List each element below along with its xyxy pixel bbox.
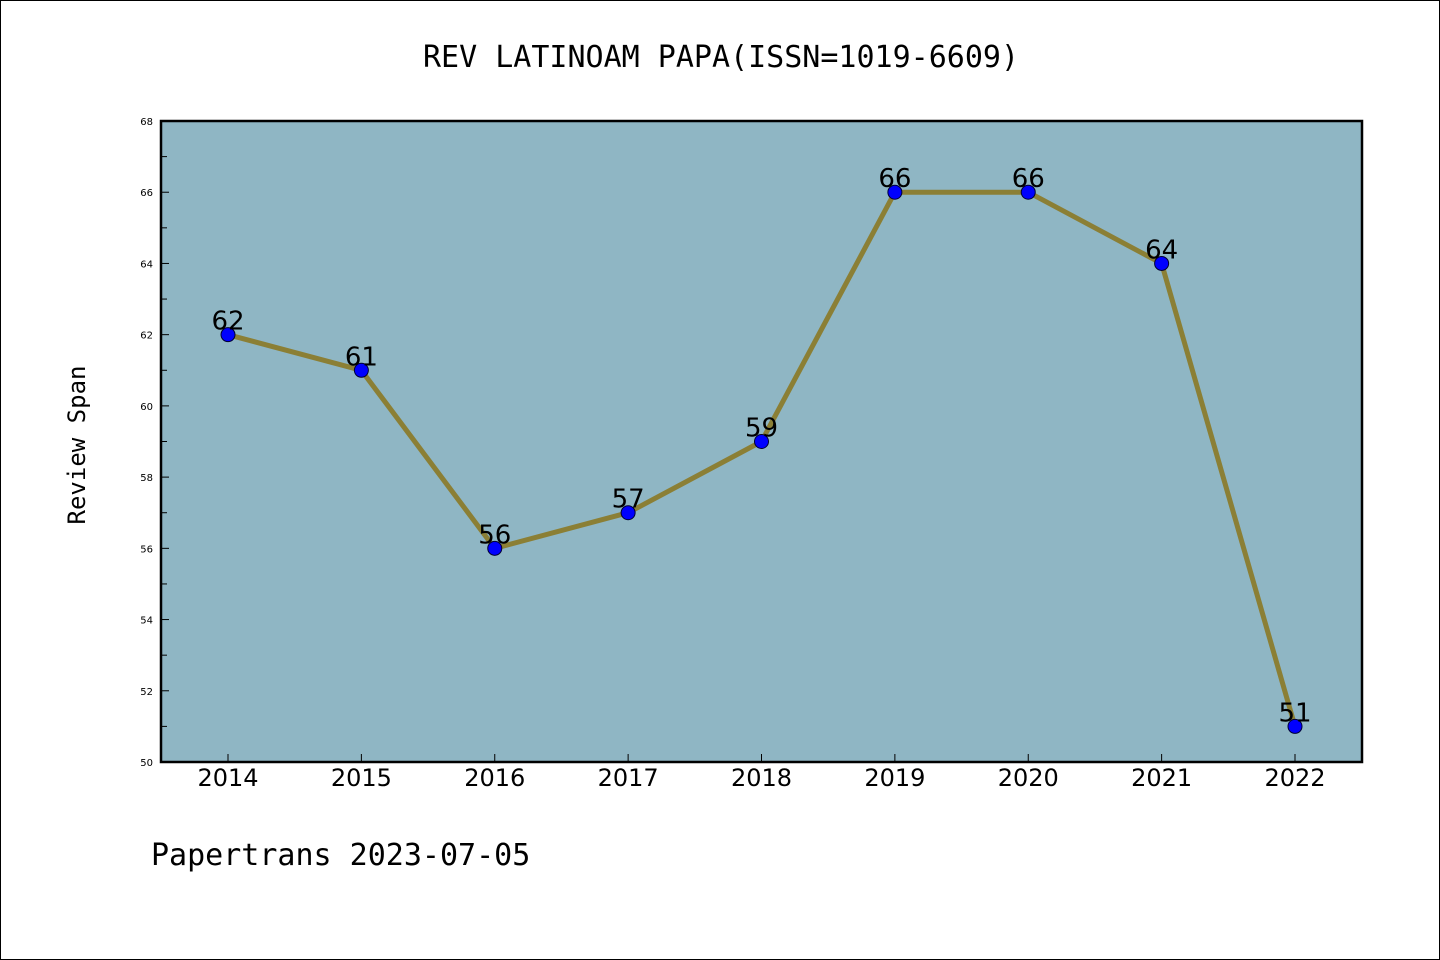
data-point (353, 362, 369, 378)
chart-title: REV LATINOAM PAPA(ISSN=1019-6609) (423, 40, 1019, 75)
x-tick-label: 2019 (864, 764, 925, 792)
x-tick-label: 2020 (998, 764, 1059, 792)
data-point (220, 327, 236, 343)
footer-text: Papertrans 2023-07-05 (151, 838, 530, 873)
data-point (754, 434, 769, 449)
y-tick-label: 50 (140, 758, 153, 769)
data-point (620, 505, 636, 521)
data-label: 59 (745, 414, 778, 444)
data-label: 56 (478, 520, 511, 550)
data-label: 64 (1145, 235, 1178, 265)
y-tick-label: 58 (140, 473, 153, 484)
y-axis-ticks: 50 52 54 56 58 60 62 64 66 68 (140, 117, 169, 769)
x-tick-label: 2021 (1131, 764, 1192, 792)
y-axis-label: Review Span (63, 366, 91, 525)
y-tick-label: 64 (140, 259, 153, 270)
x-tick-label: 2018 (731, 764, 792, 792)
data-label: 66 (1012, 164, 1045, 194)
y-tick-label: 68 (140, 117, 153, 128)
data-point (1287, 718, 1303, 734)
x-axis-ticks: 2014 2015 2016 2017 2018 2019 2020 2021 2022 (197, 754, 1326, 792)
x-tick-label: 2022 (1264, 764, 1325, 792)
y-tick-label: 60 (140, 402, 153, 413)
y-tick-label: 66 (140, 188, 153, 199)
x-tick-label: 2015 (331, 764, 392, 792)
data-point (1154, 255, 1170, 271)
x-tick-label: 2016 (464, 764, 525, 792)
x-tick-label: 2014 (197, 764, 258, 792)
data-point (487, 540, 503, 556)
y-tick-label: 56 (140, 544, 153, 555)
series-group: 62 61 56 57 59 66 66 64 51 (211, 164, 1312, 734)
data-point (887, 184, 903, 200)
data-label: 51 (1278, 698, 1311, 728)
y-tick-label: 52 (140, 687, 153, 698)
data-label: 66 (878, 164, 911, 194)
data-point (1020, 184, 1036, 200)
data-label: 57 (612, 485, 645, 515)
x-tick-label: 2017 (598, 764, 659, 792)
y-tick-label: 62 (140, 331, 153, 342)
y-tick-label: 54 (140, 616, 153, 627)
plot-frame (159, 119, 1364, 764)
data-label: 62 (211, 307, 244, 337)
data-label: 61 (345, 342, 378, 372)
